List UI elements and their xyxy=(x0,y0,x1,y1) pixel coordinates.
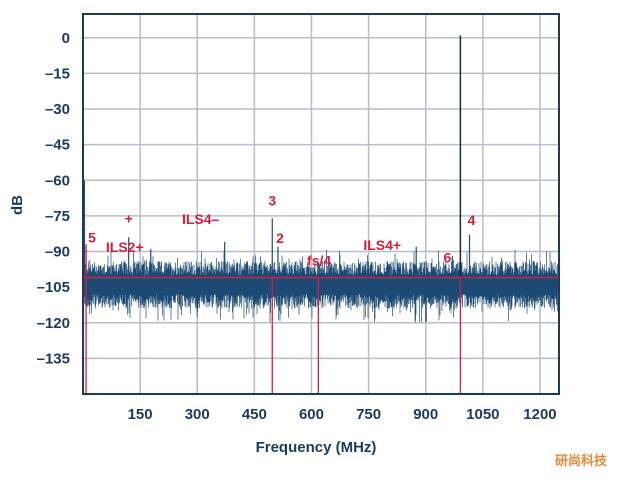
noise-band xyxy=(84,277,558,292)
y-tick-label: –60 xyxy=(45,172,70,189)
marker-lines xyxy=(83,244,559,394)
spur-label: 2 xyxy=(276,230,284,246)
x-tick-label: 600 xyxy=(299,406,324,423)
spur-label: 5 xyxy=(88,229,96,245)
x-tick-label: 750 xyxy=(356,406,381,423)
y-tick-label: –90 xyxy=(45,244,70,261)
y-tick-label: 0 xyxy=(62,30,70,47)
tick-labels: 150 300 450 600 750 900 1050 1200 0 –15 –30 –45 –60 –… xyxy=(37,30,557,423)
y-tick-label: –30 xyxy=(45,101,70,118)
spur-label: 3 xyxy=(268,192,276,208)
y-axis-label: dB xyxy=(9,195,26,215)
spectrum-trace xyxy=(83,35,558,323)
y-tick-label: –120 xyxy=(37,315,70,332)
watermark-logo: 研尚科技 xyxy=(555,453,608,468)
x-tick-label: 150 xyxy=(128,406,153,423)
x-tick-label: 1050 xyxy=(466,406,499,423)
spur-label: ILS4– xyxy=(182,211,220,227)
y-tick-label: –105 xyxy=(37,279,70,296)
x-tick-label: 1200 xyxy=(523,406,556,423)
y-tick-label: –75 xyxy=(45,208,70,225)
spur-labels: 5 + ILS2+ ILS4– 3 2 fs/4 ILS4+ 6 4 xyxy=(88,192,475,268)
spur-label: + xyxy=(125,210,133,226)
grid xyxy=(83,14,559,394)
x-tick-label: 450 xyxy=(242,406,267,423)
spur-label: ILS4+ xyxy=(363,237,401,253)
spur-label: 6 xyxy=(443,249,451,265)
x-tick-label: 900 xyxy=(413,406,438,423)
plot-frame xyxy=(82,13,560,395)
spur-label: ILS2+ xyxy=(106,239,144,255)
spur-label: 4 xyxy=(468,212,476,228)
x-axis-label: Frequency (MHz) xyxy=(256,439,377,456)
x-tick-label: 300 xyxy=(185,406,210,423)
spur-label: fs/4 xyxy=(307,252,331,268)
y-tick-label: –15 xyxy=(45,65,70,82)
y-tick-label: –135 xyxy=(37,350,70,367)
y-tick-label: –45 xyxy=(45,137,70,154)
